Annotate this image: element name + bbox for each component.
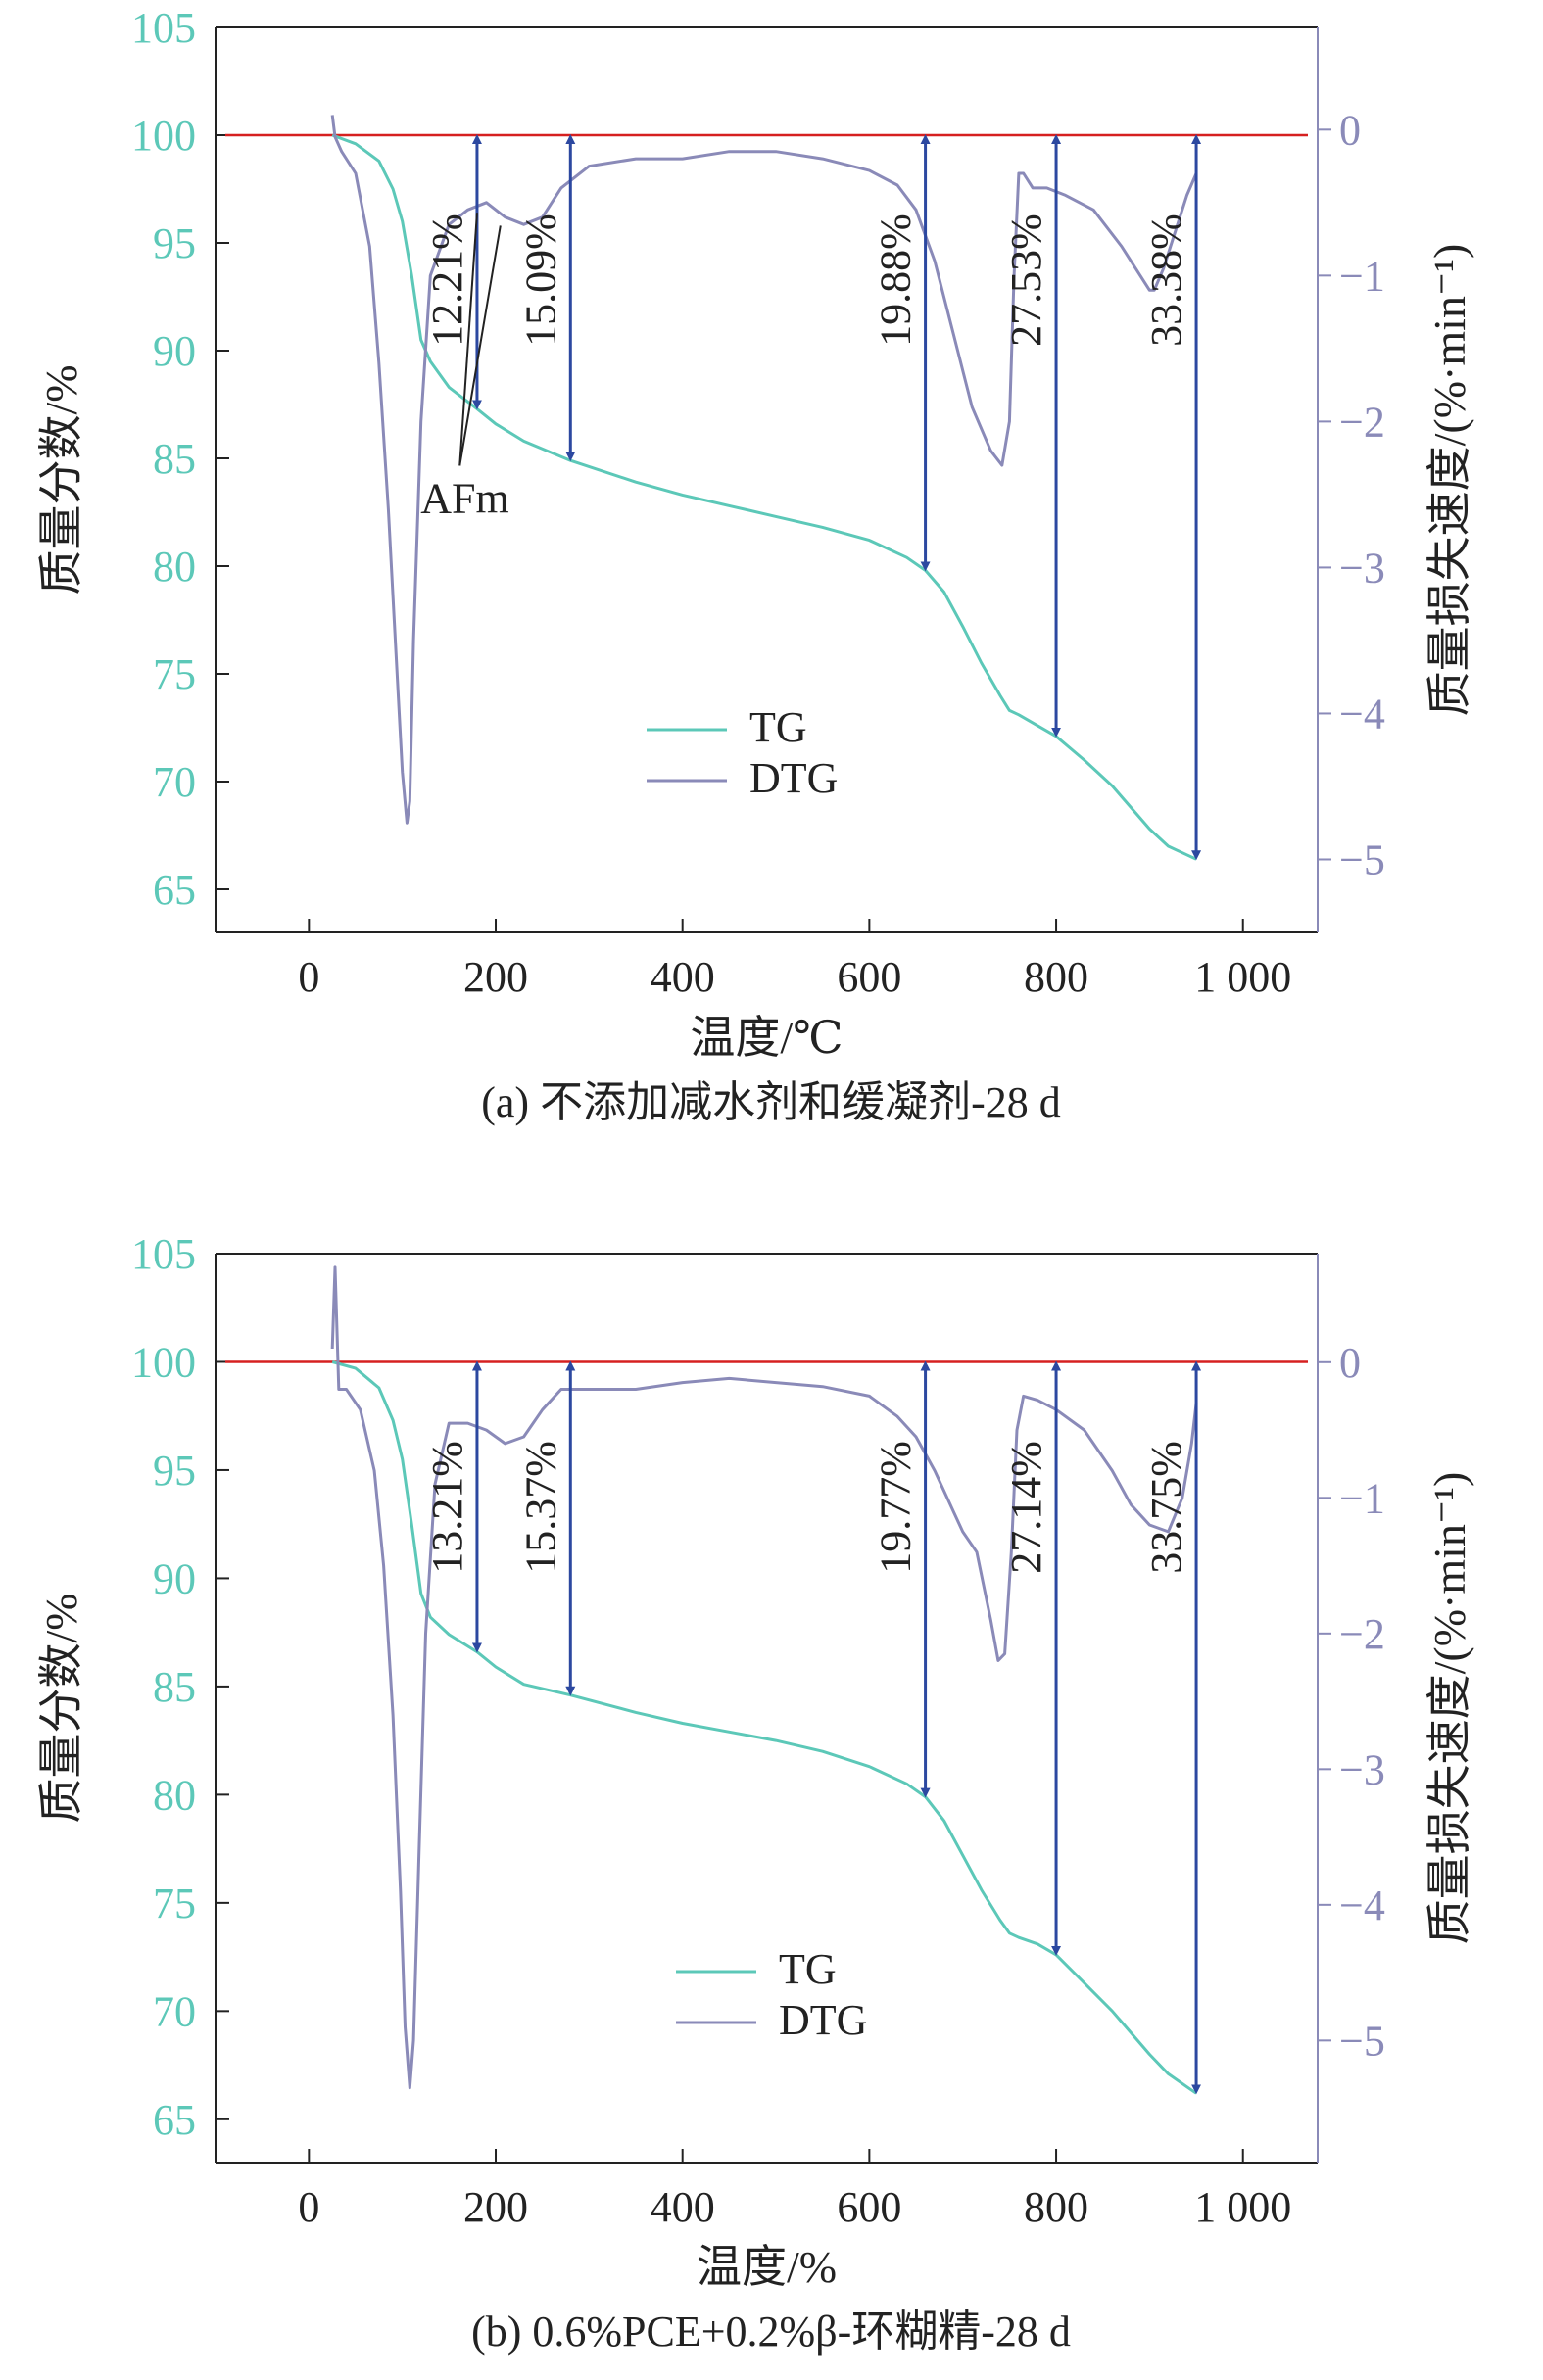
- x-tick-label: 600: [837, 2183, 901, 2231]
- y-right-tick-label: −5: [1339, 2017, 1385, 2065]
- x-tick-label: 400: [651, 953, 715, 1001]
- afm-pointer-line: [458, 225, 502, 466]
- x-tick-label: 800: [1024, 2183, 1088, 2231]
- legend-label-tg: TG: [749, 703, 807, 751]
- annotation-label: 13.21%: [423, 1441, 471, 1574]
- panel-a-chart: 0 200 400 600 800 1 000 65 70 75 80 85 90 95 100 105 −5…: [36, 4, 1474, 1126]
- y-right-tick-label: −5: [1339, 835, 1385, 883]
- y-left-axis-title: 质量分数/%: [36, 364, 86, 595]
- y-left-tick-label: 85: [153, 1663, 196, 1711]
- dtg-series-line: [330, 115, 1198, 825]
- y-right-axis-title: 质量损失速度/(%·min⁻¹): [1424, 1472, 1474, 1945]
- y-left-tick-label: 105: [131, 1230, 196, 1278]
- y-right-tick-label: 0: [1339, 106, 1361, 154]
- legend-label-tg: TG: [779, 1945, 837, 1993]
- y-right-tick-label: −1: [1339, 252, 1385, 300]
- x-tick-label: 1 000: [1194, 953, 1291, 1001]
- y-right-tick-label: −2: [1339, 398, 1385, 446]
- tg-series-line: [331, 133, 1197, 861]
- x-axis-title: 温度/℃: [690, 1013, 843, 1063]
- x-tick-label: 1 000: [1194, 2183, 1291, 2231]
- annotation-label: 27.53%: [1002, 214, 1050, 347]
- x-tick-label: 200: [463, 2183, 528, 2231]
- y-right-axis-title: 质量损失速度/(%·min⁻¹): [1424, 244, 1474, 717]
- y-right-tick-label: −3: [1339, 544, 1385, 592]
- y-right-tick-label: −4: [1339, 1881, 1385, 1929]
- y-left-tick-label: 85: [153, 435, 196, 483]
- afm-label: AFm: [420, 474, 508, 522]
- x-tick-label: 0: [298, 953, 319, 1001]
- annotation-label: 33.75%: [1142, 1441, 1190, 1574]
- x-tick-label: 600: [837, 953, 901, 1001]
- annotation-label: 19.77%: [872, 1441, 920, 1574]
- afm-pointer-line: [458, 213, 478, 466]
- y-right-tick-label: −4: [1339, 690, 1385, 738]
- x-tick-label: 200: [463, 953, 528, 1001]
- x-tick-label: 0: [298, 2183, 319, 2231]
- y-left-tick-label: 100: [131, 1338, 196, 1386]
- y-right-tick-label: −1: [1339, 1474, 1385, 1522]
- x-tick-label: 800: [1024, 953, 1088, 1001]
- y-left-tick-label: 65: [153, 2096, 196, 2144]
- y-right-tick-label: 0: [1339, 1339, 1361, 1387]
- y-left-tick-label: 100: [131, 112, 196, 160]
- annotation-label: 15.09%: [516, 214, 564, 347]
- legend-label-dtg: DTG: [779, 1996, 867, 2044]
- panel-caption: (b) 0.6%PCE+0.2%β-环糊精-28 d: [471, 2308, 1071, 2356]
- annotation-label: 15.37%: [516, 1441, 564, 1574]
- y-left-tick-label: 80: [153, 543, 196, 591]
- y-left-tick-label: 95: [153, 219, 196, 267]
- y-left-tick-label: 75: [153, 650, 196, 698]
- y-left-tick-label: 90: [153, 1554, 196, 1602]
- x-axis-title: 温度/%: [697, 2242, 837, 2292]
- y-left-tick-label: 70: [153, 1987, 196, 2035]
- annotation-label: 19.88%: [872, 214, 920, 347]
- y-left-tick-label: 90: [153, 327, 196, 375]
- y-right-tick-label: −3: [1339, 1745, 1385, 1793]
- panel-b-chart: 0 200 400 600 800 1 000 65 70 75 80 85 90 95 100 105 −5…: [36, 1230, 1474, 2356]
- y-right-tick-label: −2: [1339, 1610, 1385, 1658]
- dtg-series-line: [330, 1265, 1198, 2090]
- x-tick-label: 400: [651, 2183, 715, 2231]
- y-left-tick-label: 65: [153, 866, 196, 914]
- y-left-tick-label: 95: [153, 1447, 196, 1495]
- annotation-label: 12.21%: [423, 214, 471, 347]
- annotation-label: 33.38%: [1142, 214, 1190, 347]
- y-left-tick-label: 105: [131, 4, 196, 52]
- y-left-tick-label: 70: [153, 758, 196, 806]
- y-left-tick-label: 80: [153, 1771, 196, 1819]
- annotation-label: 27.14%: [1002, 1441, 1050, 1574]
- legend-label-dtg: DTG: [749, 754, 838, 802]
- tg-series-line: [331, 1360, 1197, 2095]
- y-left-axis-title: 质量分数/%: [36, 1593, 86, 1823]
- y-left-tick-label: 75: [153, 1880, 196, 1928]
- panel-caption: (a) 不添加减水剂和缓凝剂-28 d: [481, 1078, 1061, 1126]
